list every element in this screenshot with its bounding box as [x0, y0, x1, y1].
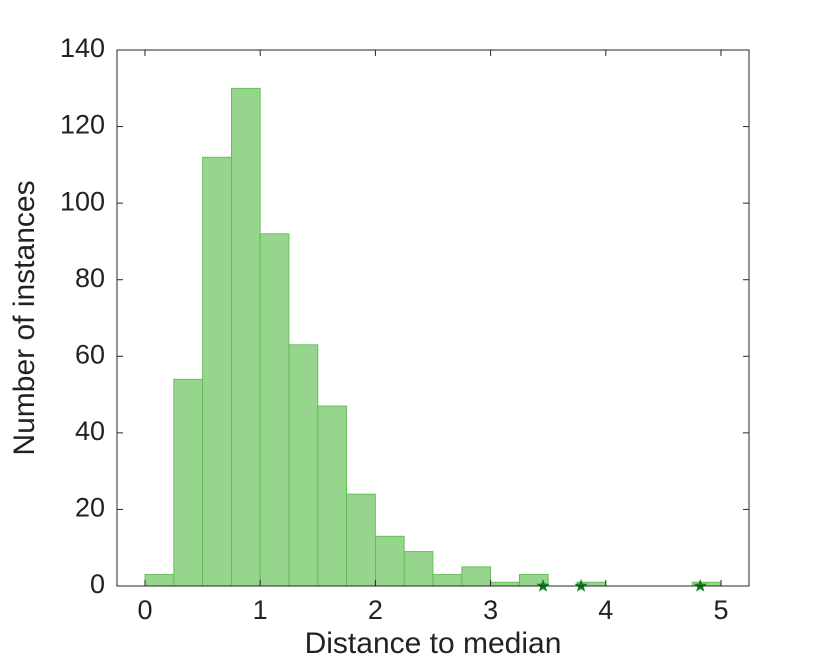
bar: [374, 535, 405, 587]
x-tick-label: 2: [368, 595, 383, 625]
y-tick-label: 80: [75, 263, 105, 293]
x-axis-label: Distance to median: [305, 627, 562, 660]
y-tick-label: 100: [60, 186, 105, 216]
star-marker: [693, 579, 707, 592]
star-marker: [536, 579, 550, 592]
bar: [317, 405, 347, 587]
y-axis-label: Number of instances: [8, 180, 41, 455]
x-tick-label: 1: [253, 595, 268, 625]
bar: [403, 551, 434, 587]
x-tick-label: 3: [483, 595, 498, 625]
x-tick-label: 0: [137, 595, 152, 625]
y-tick-label: 0: [90, 569, 105, 599]
x-tick-label: 4: [598, 595, 613, 625]
star-marker: [574, 579, 588, 592]
y-tick-label: 120: [60, 110, 105, 140]
bar: [288, 344, 319, 587]
bar: [461, 566, 492, 587]
bar: [490, 581, 520, 587]
bar: [230, 87, 261, 587]
y-tick-label: 20: [75, 493, 105, 523]
plot-frame: [116, 49, 750, 587]
bar: [259, 233, 290, 587]
bar: [173, 378, 203, 587]
x-tick-label: 5: [713, 595, 728, 625]
y-tick-label: 60: [75, 339, 105, 369]
bar: [144, 574, 175, 587]
y-tick-label: 40: [75, 416, 105, 446]
bar: [432, 574, 463, 587]
bar: [346, 493, 376, 587]
y-tick-label: 140: [60, 33, 105, 63]
bar: [202, 156, 232, 587]
